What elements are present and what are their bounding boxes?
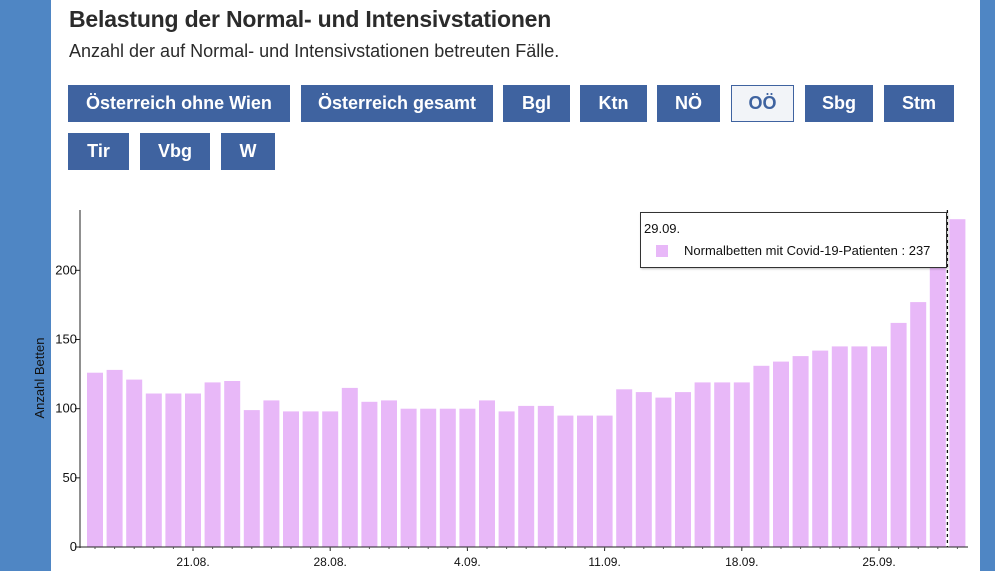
tooltip: 29.09. Normalbetten mit Covid-19-Patient… xyxy=(640,212,947,268)
region-button-noe[interactable]: NÖ xyxy=(657,85,720,122)
bar-12.09.[interactable] xyxy=(616,389,633,547)
bar-17.09.[interactable] xyxy=(714,382,731,547)
bar-3.09.[interactable] xyxy=(439,408,456,547)
bar-27.09.[interactable] xyxy=(910,302,927,547)
y-ticks-group: 0 50 100 150 200 xyxy=(55,262,80,554)
x-tick-label: 11.09. xyxy=(588,555,620,569)
region-button-oesterreich-gesamt[interactable]: Österreich gesamt xyxy=(301,85,493,122)
bar-25.08.[interactable] xyxy=(263,400,280,547)
x-tick-label: 25.09. xyxy=(862,555,895,569)
bar-25.09.[interactable] xyxy=(871,346,887,547)
bar-11.09.[interactable] xyxy=(596,415,613,547)
x-tick-label: 21.08. xyxy=(176,555,209,569)
bar-22.09.[interactable] xyxy=(812,350,829,547)
x-tick-label: 18.09. xyxy=(725,555,758,569)
bar-27.08.[interactable] xyxy=(302,411,319,547)
y-tick-label: 150 xyxy=(55,332,77,347)
bar-23.09.[interactable] xyxy=(831,346,848,547)
bar-29.08.[interactable] xyxy=(341,387,358,547)
bar-22.08.[interactable] xyxy=(204,382,221,547)
bar-30.08.[interactable] xyxy=(361,401,378,548)
region-button-ktn[interactable]: Ktn xyxy=(580,85,647,122)
bar-15.09.[interactable] xyxy=(675,392,691,547)
tooltip-value: Normalbetten mit Covid-19-Patienten : 23… xyxy=(684,243,931,258)
bar-23.08.[interactable] xyxy=(224,381,241,547)
region-button-vbg[interactable]: Vbg xyxy=(140,133,210,170)
region-button-w[interactable]: W xyxy=(221,133,275,170)
bar-16.09.[interactable] xyxy=(694,382,711,547)
page-title: Belastung der Normal- und Intensivstatio… xyxy=(69,6,552,32)
bar-26.08.[interactable] xyxy=(283,411,299,547)
bar-19.08.[interactable] xyxy=(145,393,162,548)
bar-7.09.[interactable] xyxy=(518,405,535,547)
bar-4.09.[interactable] xyxy=(459,408,476,547)
y-axis-label: Anzahl Betten xyxy=(32,338,47,419)
bar-19.09.[interactable] xyxy=(753,365,770,547)
bar-16.08.[interactable] xyxy=(87,372,103,547)
bar-20.08.[interactable] xyxy=(165,393,182,548)
bar-6.09.[interactable] xyxy=(498,411,515,547)
x-tick-label: 28.08. xyxy=(314,555,347,569)
region-button-sbg[interactable]: Sbg xyxy=(805,85,873,122)
x-tick-label: 4.09. xyxy=(454,555,481,569)
bars-group xyxy=(87,219,966,548)
bar-5.09.[interactable] xyxy=(479,400,495,547)
region-button-oesterreich-ohne-wien[interactable]: Österreich ohne Wien xyxy=(68,85,290,122)
y-tick-label: 50 xyxy=(63,470,77,485)
region-button-tir[interactable]: Tir xyxy=(68,133,129,170)
region-button-bgl[interactable]: Bgl xyxy=(503,85,570,122)
bar-10.09.[interactable] xyxy=(577,415,593,547)
region-button-stm[interactable]: Stm xyxy=(884,85,954,122)
bar-24.09.[interactable] xyxy=(851,346,868,547)
region-button-ooe[interactable]: OÖ xyxy=(731,85,794,122)
bar-21.08.[interactable] xyxy=(185,393,201,548)
y-tick-label: 100 xyxy=(55,401,77,416)
tooltip-legend-swatch xyxy=(656,245,668,257)
bar-18.09.[interactable] xyxy=(733,382,750,547)
bar-8.09.[interactable] xyxy=(537,405,554,547)
bar-1.09.[interactable] xyxy=(400,408,417,547)
bar-14.09.[interactable] xyxy=(655,397,672,547)
x-ticks-group: 21.08. 28.08. 4.09. 11.09. 18.09. 25.09. xyxy=(94,547,958,569)
bar-20.09.[interactable] xyxy=(773,361,789,547)
tooltip-date: 29.09. xyxy=(644,221,681,236)
bar-24.08.[interactable] xyxy=(243,410,260,547)
y-tick-label: 0 xyxy=(70,539,77,554)
bar-31.08.[interactable] xyxy=(381,400,397,547)
page-subtitle: Anzahl der auf Normal- und Intensivstati… xyxy=(69,41,560,61)
bar-21.09.[interactable] xyxy=(792,356,809,547)
bar-17.08.[interactable] xyxy=(106,369,123,547)
bar-18.08.[interactable] xyxy=(126,379,143,547)
bar-9.09.[interactable] xyxy=(557,415,574,547)
bar-13.09.[interactable] xyxy=(635,392,652,547)
bar-28.09.[interactable] xyxy=(929,252,946,547)
bar-26.09.[interactable] xyxy=(890,322,907,547)
bar-28.08.[interactable] xyxy=(322,411,339,547)
bar-2.09.[interactable] xyxy=(420,408,437,547)
bar-29.09.[interactable] xyxy=(949,219,966,547)
y-tick-label: 200 xyxy=(55,262,77,277)
